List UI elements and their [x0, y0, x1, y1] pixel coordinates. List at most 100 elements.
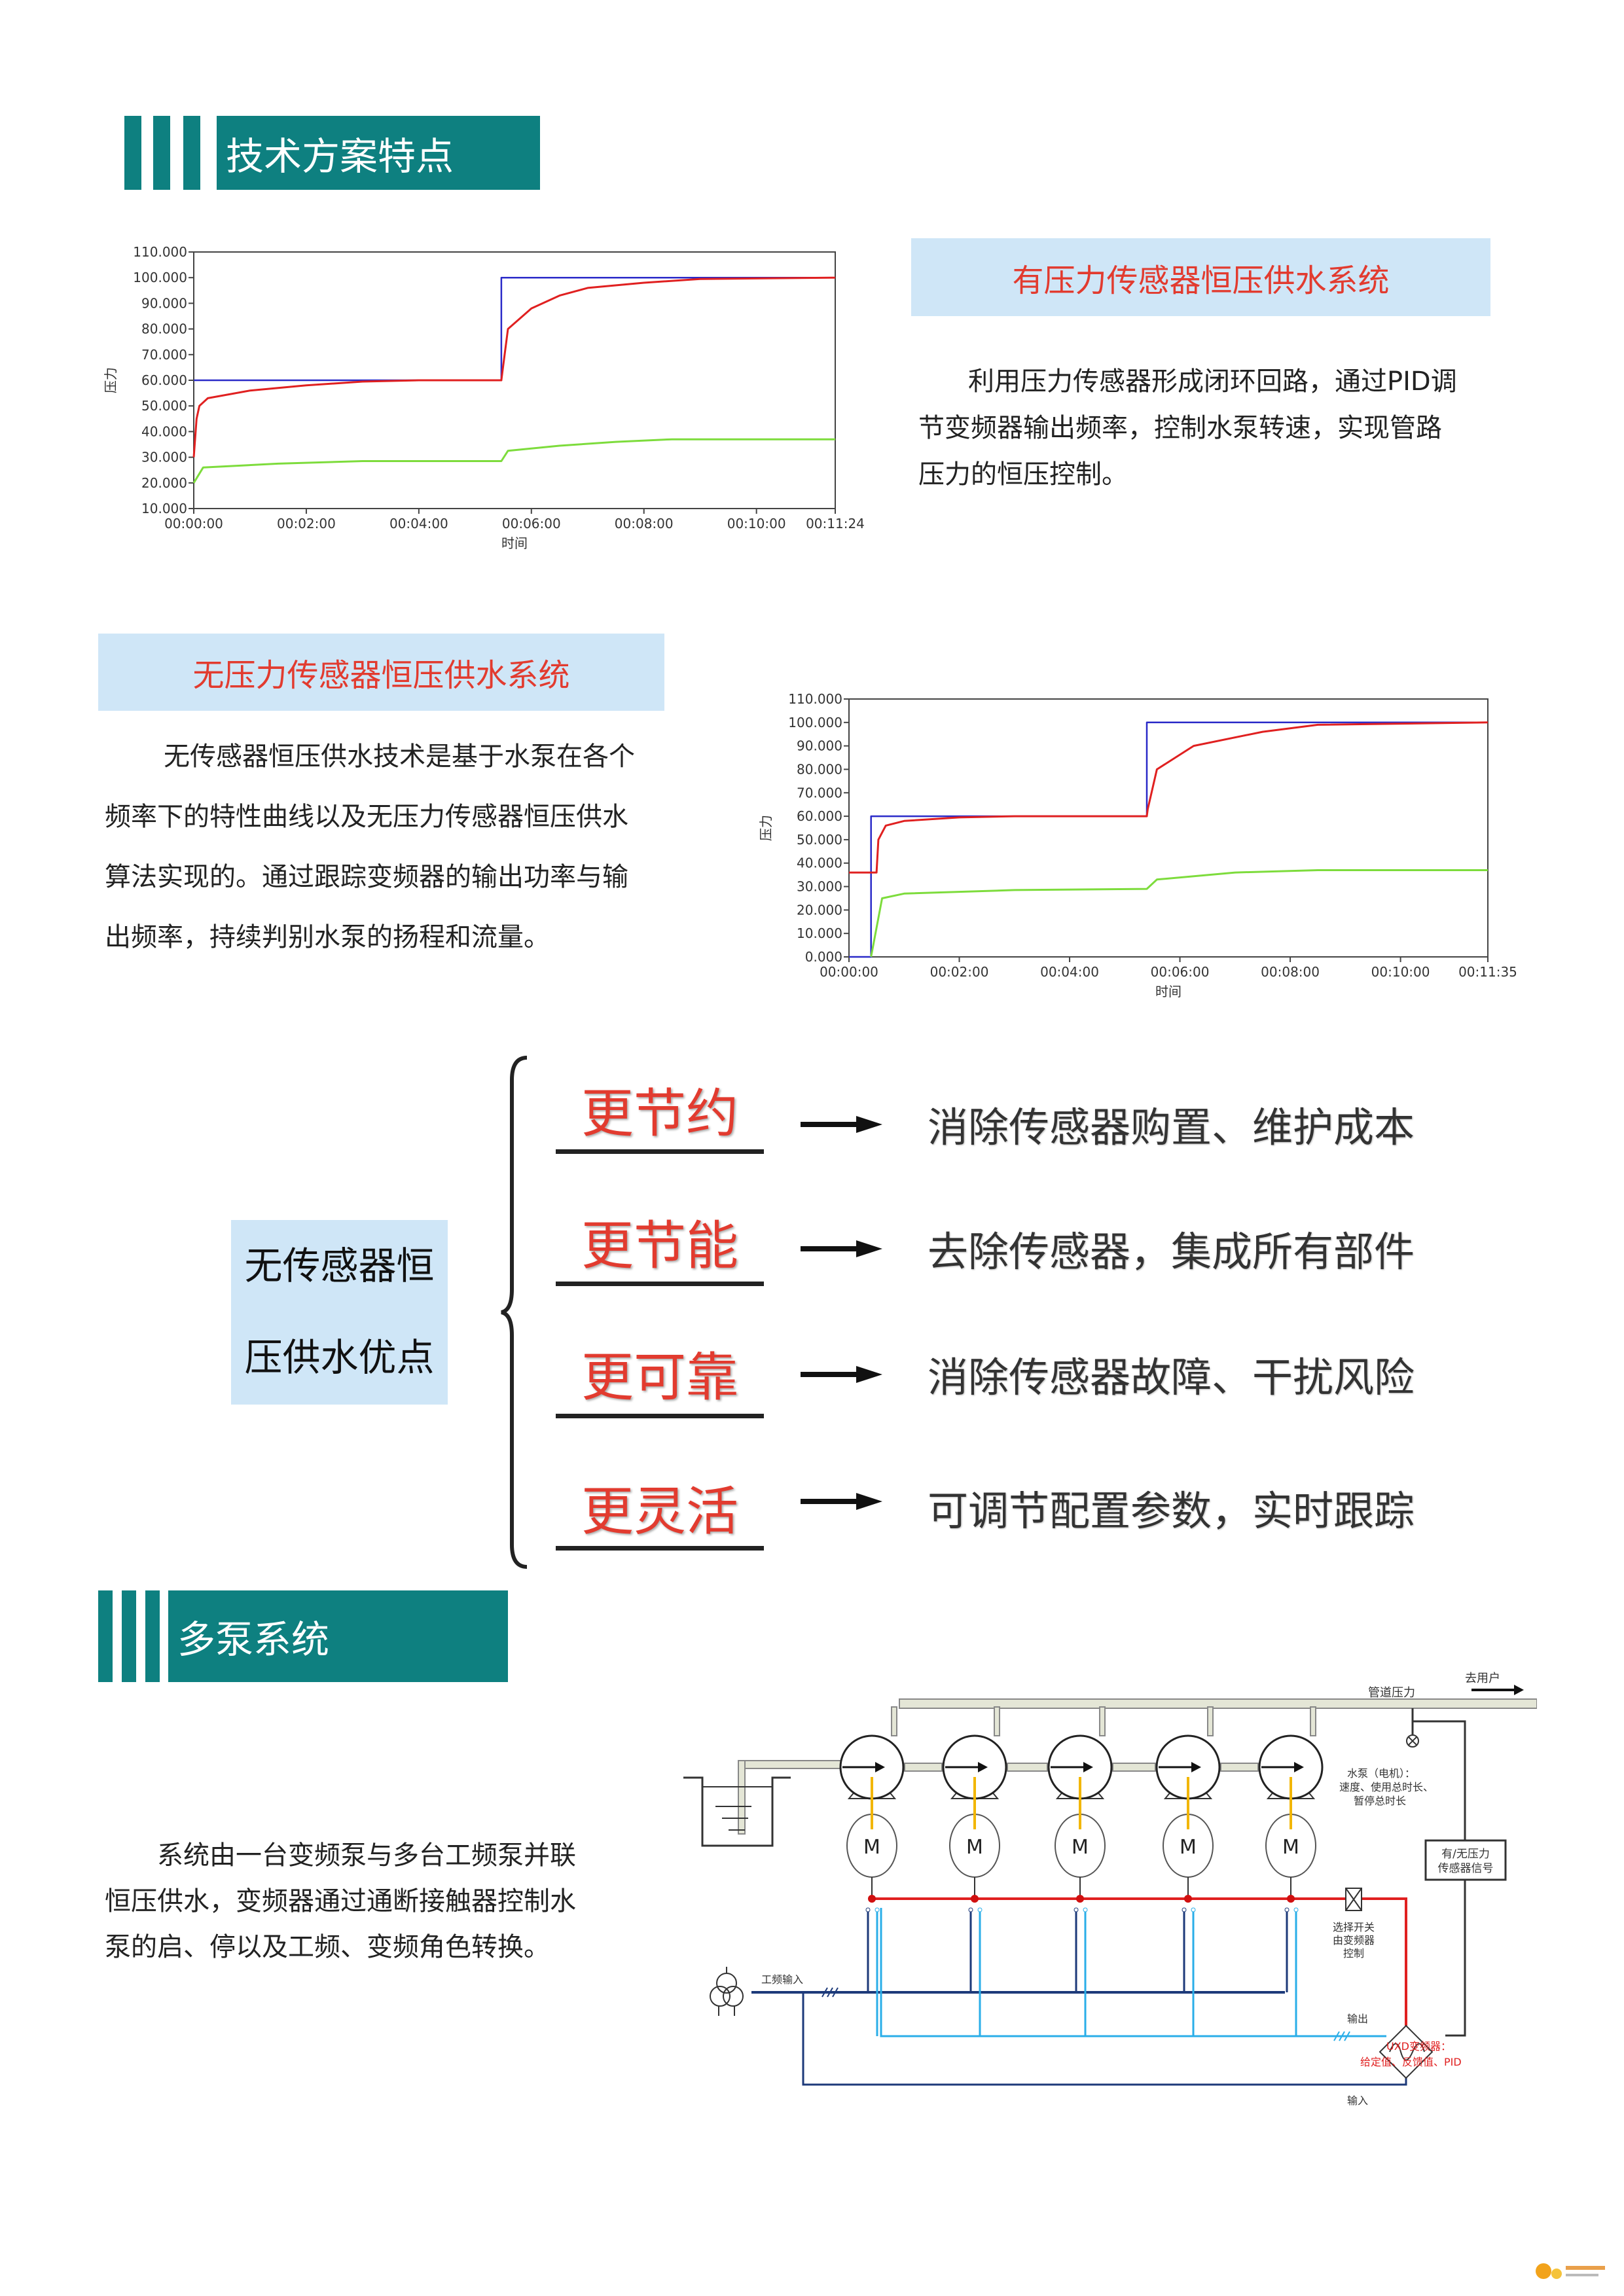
without-sensor-description: 无传感器恒压供水技术是基于水泵在各个 频率下的特性曲线以及无压力传感器恒压供水 …	[105, 726, 635, 967]
sensor-box-line: 传感器信号	[1438, 1862, 1494, 1875]
contact	[1293, 1907, 1299, 1912]
watermark-logo	[1536, 2263, 1605, 2279]
contact	[968, 1907, 973, 1912]
control-bus	[872, 1897, 1407, 2026]
y-axis-label: 压力	[103, 367, 118, 393]
junction-dot	[1076, 1895, 1084, 1903]
paragraph-line: 系统由一台变频泵与多台工频泵并联	[157, 1840, 576, 1871]
x-tick-label: 00:00:00	[164, 516, 223, 531]
underline	[556, 1546, 764, 1551]
pump-arrow-head	[875, 1762, 885, 1772]
inverter-note-line: 给定值、反馈值、PID	[1360, 2056, 1462, 2068]
connecting-pipe	[1112, 1763, 1156, 1772]
discharge-pipe	[994, 1706, 1000, 1736]
contact	[865, 1907, 871, 1912]
pump-arrow-head	[978, 1762, 988, 1772]
transformer-icon	[710, 1967, 744, 2016]
y-tick-label: 100.000	[133, 270, 187, 285]
contact	[875, 1907, 880, 1912]
x-axis-label: 时间	[501, 535, 528, 551]
water-tank	[683, 1776, 791, 1847]
x-tick-label: 00:10:00	[727, 516, 786, 531]
y-axis-label: 压力	[758, 815, 774, 841]
y-tick-label: 50.000	[797, 832, 842, 848]
paragraph-line: 出频率，持续判别水泵的扬程和流量。	[105, 922, 550, 952]
connecting-pipe	[904, 1763, 943, 1772]
advantage-text: 可调节配置参数，实时跟踪	[928, 1487, 1415, 1535]
junction-dot	[1184, 1895, 1192, 1903]
inverter-icon	[1379, 2024, 1434, 2079]
y-tick-label: 60.000	[797, 808, 842, 824]
contact	[1182, 1907, 1187, 1912]
water-level-lines	[702, 1786, 772, 1831]
header-bar-decoration	[145, 1590, 160, 1682]
arrow-right-icon	[801, 1493, 882, 1510]
x-tick-label: 00:04:00	[1040, 964, 1099, 980]
paragraph-line: 利用压力传感器形成闭环回路，通过PID调	[968, 367, 1457, 397]
x-tick-label: 00:00:00	[820, 964, 878, 980]
x-tick-label: 00:10:00	[1371, 964, 1430, 980]
x-axis-label: 时间	[1155, 984, 1182, 999]
arrow-right-icon	[801, 1240, 882, 1257]
y-tick-label: 30.000	[141, 450, 187, 465]
header-bar-decoration	[124, 116, 141, 190]
x-tick-label: 00:08:00	[1261, 964, 1320, 980]
pump-note-line: 速度、使用总时长、	[1339, 1781, 1434, 1793]
x-tick-label: 00:08:00	[615, 516, 674, 531]
junction-dot	[1287, 1895, 1295, 1903]
x-tick-label: 00:02:00	[277, 516, 336, 531]
feedback-series	[849, 721, 1489, 874]
y-tick-label: 10.000	[797, 925, 842, 941]
advantages-box: 无传感器恒 压供水优点	[231, 1220, 448, 1405]
multi-pump-diagram: 去用户 管道压力 有/无压力 传感器信号 水泵（电机）： 速度、使用总时长、 暂…	[683, 1672, 1537, 2107]
x-tick-label: 00:02:00	[930, 964, 989, 980]
paragraph-line: 节变频器输出频率，控制水泵转速，实现管路	[918, 413, 1442, 443]
arrow-head	[1514, 1685, 1524, 1695]
contact	[977, 1907, 983, 1912]
motor-label: M	[1282, 1836, 1299, 1859]
underline	[556, 1414, 764, 1418]
paragraph-line: 频率下的特性曲线以及无压力传感器恒压供水	[105, 802, 628, 832]
motor-label: M	[863, 1836, 880, 1859]
main-pipe	[899, 1698, 1537, 1709]
setpoint-series	[194, 276, 835, 382]
paragraph-line: 泵的启、停以及工频、变频角色转换。	[105, 1932, 550, 1962]
connecting-pipe	[1220, 1763, 1259, 1772]
paragraph-line: 恒压供水，变频器通过通断接触器控制水	[105, 1886, 576, 1916]
discharge-pipe	[891, 1706, 897, 1736]
inverter-note-line: UXD变频器：	[1386, 2040, 1451, 2053]
inlet-pipe	[738, 1760, 746, 1835]
y-tick-label: 110.000	[133, 244, 187, 260]
frequency-series	[192, 438, 835, 484]
advantage-label-economical: 更节约	[581, 1083, 738, 1144]
inverter-input-line	[802, 1992, 1407, 2086]
advantage-text: 消除传感器购置、维护成本	[928, 1103, 1415, 1151]
advantage-label-reliable: 更可靠	[581, 1347, 738, 1408]
header-bar-decoration	[153, 116, 170, 190]
chart-without-sensor: 0.000 10.000 20.000 30.000 40.000 50.000 60.00…	[758, 691, 1517, 999]
x-tick-label: 00:06:00	[502, 516, 561, 531]
section-title-multi-pump: 多泵系统	[168, 1590, 508, 1682]
contact	[1191, 1907, 1196, 1912]
motor-label: M	[1180, 1836, 1197, 1859]
y-tick-label: 110.000	[788, 691, 842, 707]
x-tick-label: 00:04:00	[389, 516, 448, 531]
pump-note-line: 暂停总时长	[1354, 1795, 1406, 1807]
input-label: 输入	[1347, 2094, 1368, 2107]
contact	[1284, 1907, 1290, 1912]
contact	[1074, 1907, 1079, 1912]
motor-label: M	[966, 1836, 983, 1859]
chart-with-sensor: 10.000 20.000 30.000 40.000 50.000 60.000 70.0…	[103, 244, 865, 551]
y-tick-label: 30.000	[797, 879, 842, 895]
junction-dot	[868, 1895, 876, 1903]
sensor-line	[1411, 1708, 1466, 1885]
mains-input-label: 工频输入	[761, 1973, 803, 1986]
y-tick-label: 80.000	[797, 761, 842, 777]
y-tick-label: 70.000	[797, 785, 842, 800]
y-tick-label: 20.000	[797, 902, 842, 918]
output-label: 输出	[1347, 2013, 1368, 2025]
advantage-label-energy-saving: 更节能	[581, 1215, 738, 1276]
y-tick-label: 40.000	[797, 855, 842, 871]
vfd-output-bus	[880, 1908, 1386, 2037]
y-tick-label: 90.000	[141, 295, 187, 311]
